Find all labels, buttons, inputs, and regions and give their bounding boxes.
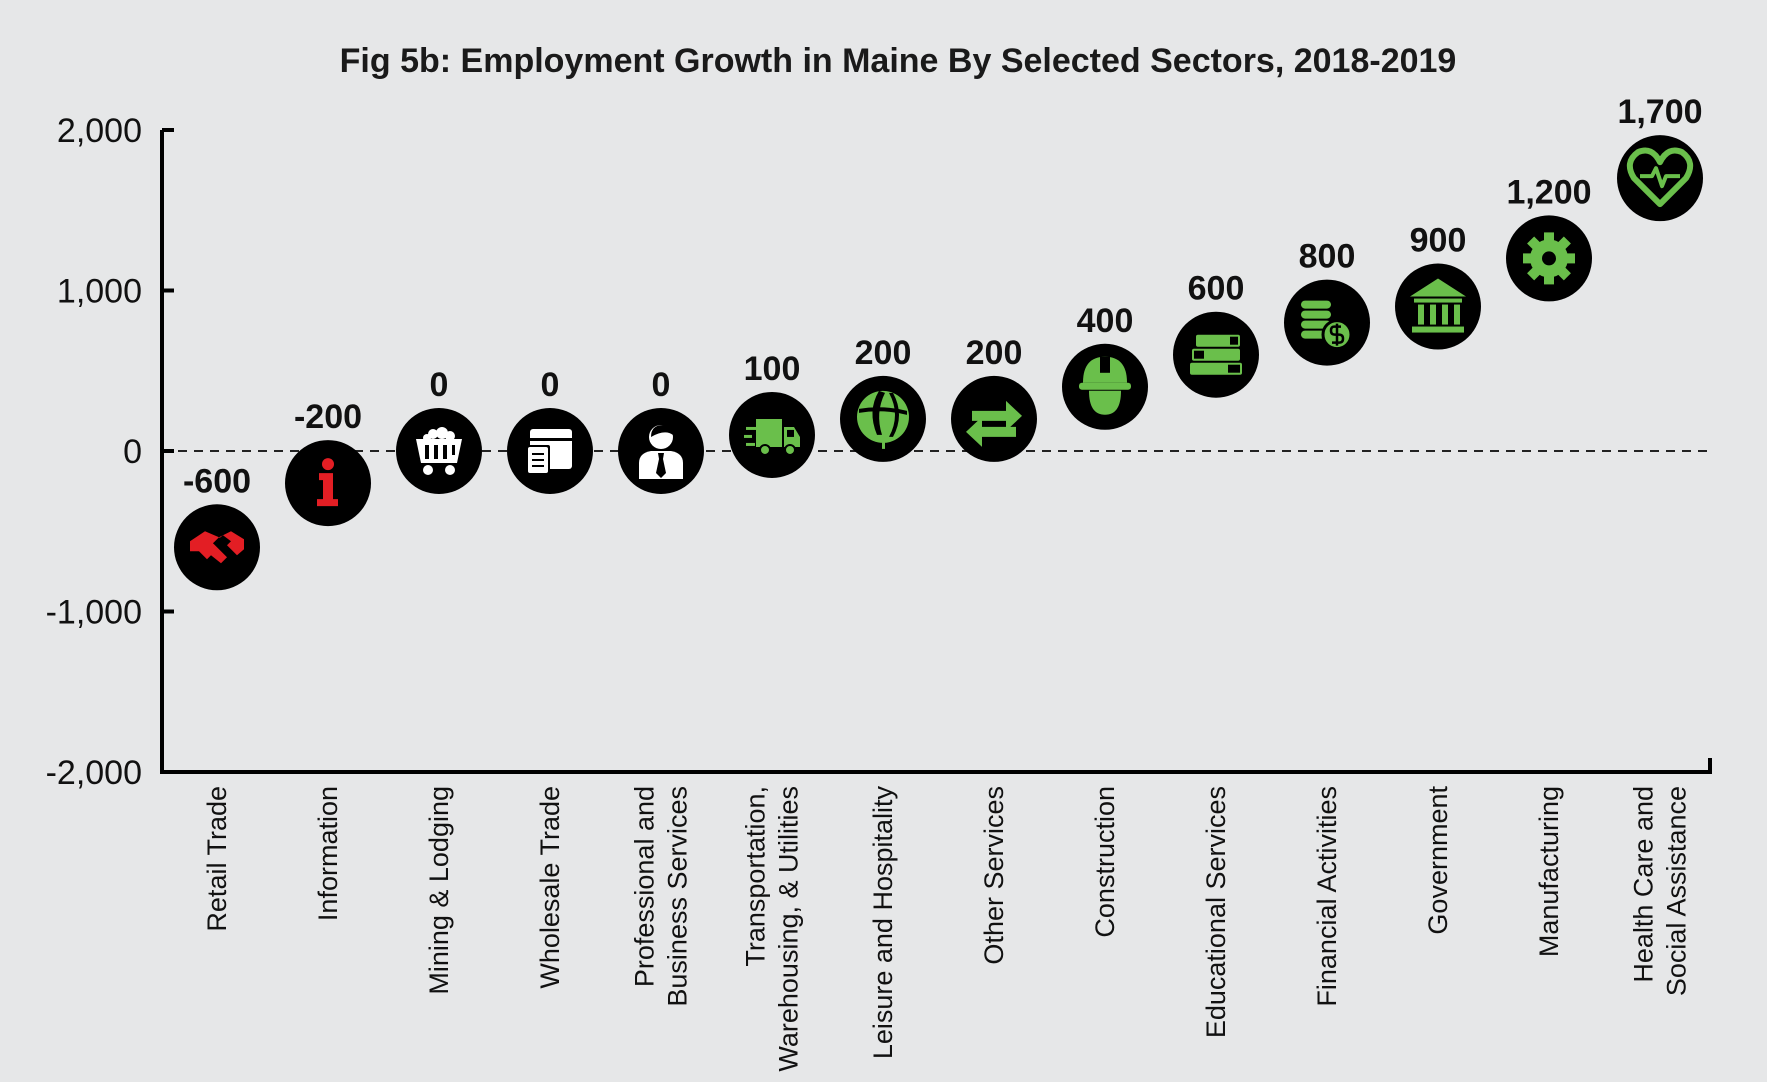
value-label: -200 (294, 398, 362, 436)
value-label: 1,700 (1617, 93, 1702, 131)
x-axis-labels: Retail Trade Information Mining & Lodging W… (202, 786, 1692, 1072)
value-label: 0 (652, 366, 671, 404)
x-tick-label: Information (313, 786, 343, 921)
x-tick-label: Other Services (979, 786, 1009, 965)
y-axis-ticks: 2,000 1,000 0 -1,000 -2,000 (46, 112, 174, 792)
marker-circle (1395, 263, 1481, 350)
coins-icon (1301, 300, 1353, 351)
value-label: 0 (541, 366, 560, 404)
data-point: 1,200 (1506, 173, 1592, 302)
data-point: 600 (1173, 270, 1259, 398)
value-label: 1,200 (1506, 173, 1591, 211)
x-tick-label: Manufacturing (1534, 786, 1564, 957)
mine-cart-icon (416, 427, 462, 475)
gear-icon (1523, 232, 1575, 285)
value-label: -600 (183, 462, 251, 500)
data-point: 200 (840, 334, 926, 462)
data-point: 100 (729, 350, 815, 478)
hard-hat-icon (1079, 356, 1131, 415)
data-point: 900 (1395, 222, 1481, 350)
x-tick-label: Construction (1090, 786, 1120, 938)
x-tick-label: Transportation, Warehousing, & Utilities (741, 786, 804, 1072)
y-tick-label: -1,000 (46, 594, 142, 632)
x-tick-label: Government (1423, 786, 1453, 935)
info-icon (317, 458, 338, 507)
data-point: 400 (1062, 302, 1148, 430)
y-tick-label: 0 (123, 433, 142, 471)
data-markers: -600 -200 0 0 0 100 200 200 400 600 800 900 1,200 1,7… (174, 93, 1703, 591)
y-tick-label: 2,000 (57, 112, 142, 150)
value-label: 600 (1188, 270, 1245, 308)
value-label: 0 (430, 366, 449, 404)
y-tick-label: -2,000 (46, 754, 142, 792)
books-icon (1190, 334, 1242, 375)
box-clipboard-icon (526, 429, 572, 475)
value-label: 200 (855, 334, 912, 372)
x-tick-label: Wholesale Trade (535, 786, 565, 989)
value-label: 100 (744, 350, 801, 388)
x-tick-label: Educational Services (1201, 786, 1231, 1038)
data-point: 800 (1284, 238, 1370, 366)
handshake-icon (190, 531, 244, 564)
x-tick-label: Mining & Lodging (424, 786, 454, 995)
bank-icon (1410, 278, 1466, 333)
axes (160, 130, 1712, 774)
value-label: 200 (966, 334, 1023, 372)
chart-title: Fig 5b: Employment Growth in Maine By Se… (340, 42, 1457, 80)
x-tick-label: Health Care and Social Assistance (1629, 786, 1692, 996)
value-label: 800 (1299, 238, 1356, 276)
x-tick-label: Retail Trade (202, 786, 232, 932)
data-point: 0 (507, 366, 593, 494)
heart-pulse-icon (1626, 147, 1694, 208)
x-tick-label: Financial Activities (1312, 786, 1342, 1007)
data-point: 1,700 (1617, 93, 1703, 222)
y-tick-label: 1,000 (57, 273, 142, 311)
data-point: 200 (951, 334, 1037, 462)
exchange-arrows-icon (966, 400, 1022, 447)
data-point: 0 (618, 366, 704, 494)
value-label: 400 (1077, 302, 1134, 340)
beach-ball-icon (857, 390, 909, 449)
x-tick-label: Leisure and Hospitality (868, 786, 898, 1060)
x-tick-label: Professional and Business Services (630, 786, 693, 1007)
data-point: 0 (396, 366, 482, 494)
businessman-icon (639, 425, 683, 479)
delivery-truck-icon (744, 418, 800, 456)
data-point: -200 (285, 398, 371, 527)
value-label: 900 (1410, 222, 1467, 260)
data-point: -600 (174, 462, 260, 591)
